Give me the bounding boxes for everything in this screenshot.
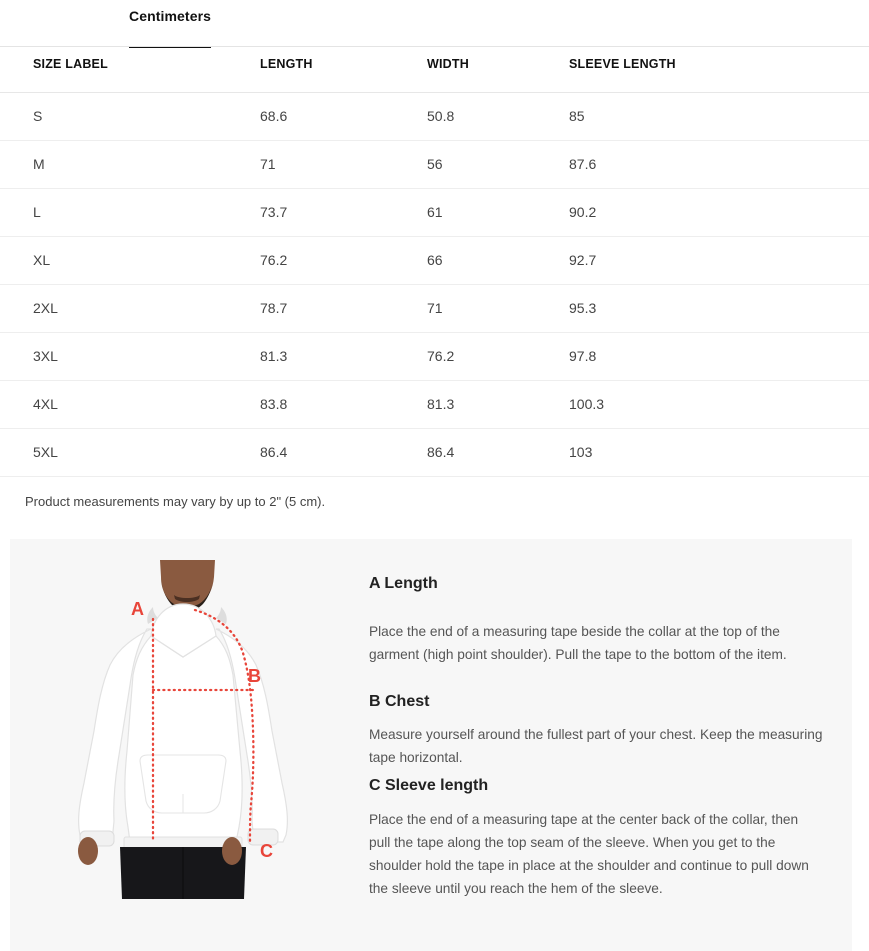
svg-text:C: C xyxy=(260,841,273,861)
svg-text:B: B xyxy=(248,666,261,686)
svg-text:A: A xyxy=(131,599,144,619)
